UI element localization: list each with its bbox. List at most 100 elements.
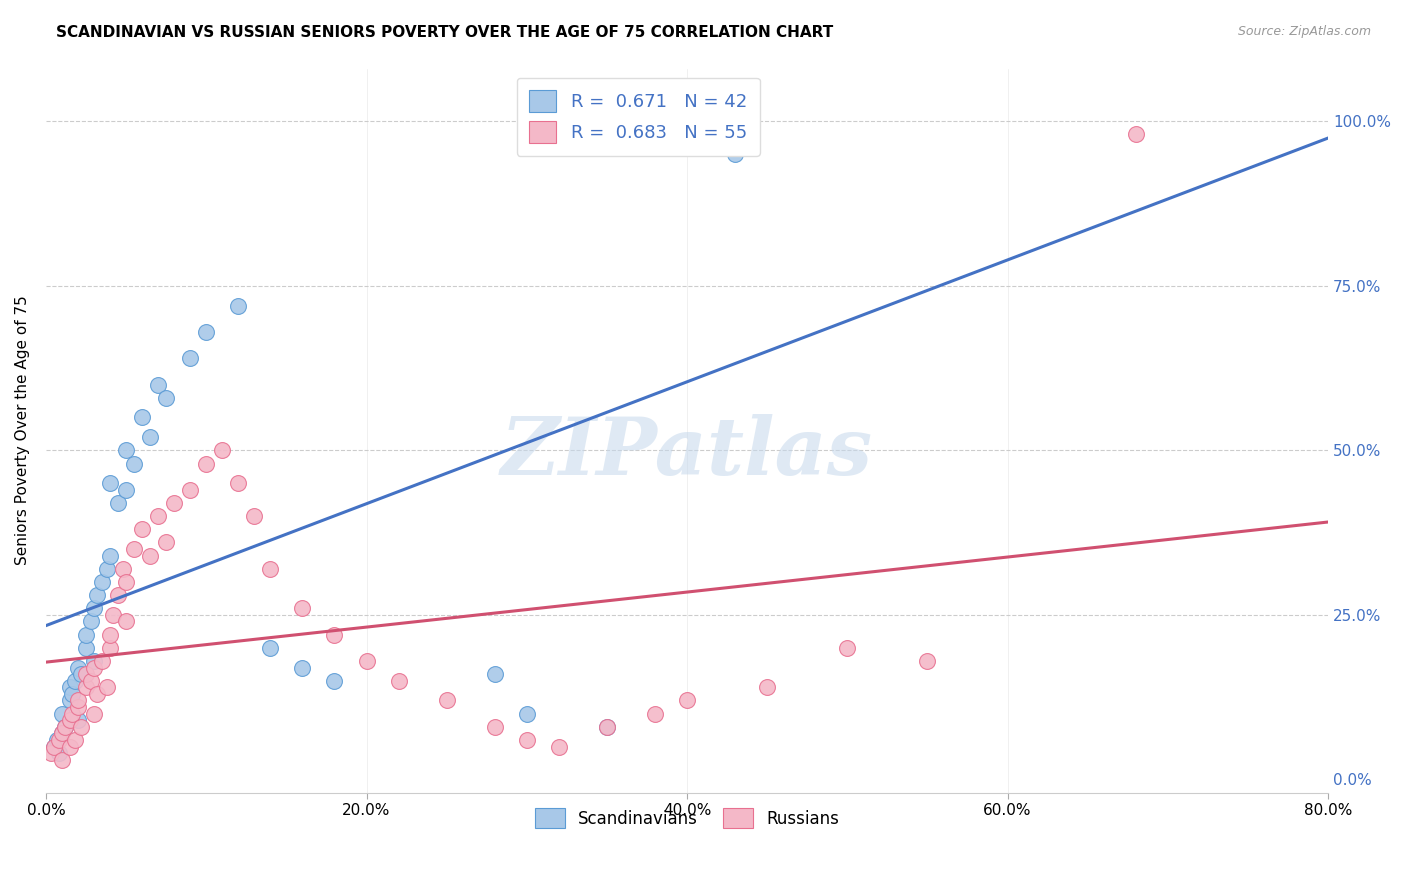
Point <box>131 522 153 536</box>
Point <box>51 726 73 740</box>
Point <box>259 562 281 576</box>
Point <box>756 681 779 695</box>
Point <box>436 693 458 707</box>
Point <box>75 640 97 655</box>
Point <box>195 325 218 339</box>
Point <box>139 549 162 563</box>
Point <box>66 700 89 714</box>
Point <box>484 667 506 681</box>
Point <box>63 733 86 747</box>
Point <box>59 713 82 727</box>
Point <box>211 443 233 458</box>
Legend: Scandinavians, Russians: Scandinavians, Russians <box>529 801 846 835</box>
Point <box>48 733 70 747</box>
Point <box>724 147 747 161</box>
Point <box>115 483 138 497</box>
Point <box>111 562 134 576</box>
Point <box>86 588 108 602</box>
Point <box>66 693 89 707</box>
Point <box>46 733 69 747</box>
Point <box>53 720 76 734</box>
Point <box>484 720 506 734</box>
Point <box>83 660 105 674</box>
Point <box>291 601 314 615</box>
Point <box>103 607 125 622</box>
Point <box>323 628 346 642</box>
Point <box>516 706 538 721</box>
Point <box>516 733 538 747</box>
Point <box>596 720 619 734</box>
Point <box>98 476 121 491</box>
Point <box>39 746 62 760</box>
Point <box>387 673 409 688</box>
Point <box>226 476 249 491</box>
Point <box>75 681 97 695</box>
Y-axis label: Seniors Poverty Over the Age of 75: Seniors Poverty Over the Age of 75 <box>15 296 30 566</box>
Point <box>80 615 103 629</box>
Point <box>195 457 218 471</box>
Point <box>115 615 138 629</box>
Point <box>98 628 121 642</box>
Point <box>98 549 121 563</box>
Point <box>83 654 105 668</box>
Text: Source: ZipAtlas.com: Source: ZipAtlas.com <box>1237 25 1371 38</box>
Point <box>91 574 114 589</box>
Point <box>131 410 153 425</box>
Point <box>60 687 83 701</box>
Point <box>155 535 177 549</box>
Point <box>107 588 129 602</box>
Text: SCANDINAVIAN VS RUSSIAN SENIORS POVERTY OVER THE AGE OF 75 CORRELATION CHART: SCANDINAVIAN VS RUSSIAN SENIORS POVERTY … <box>56 25 834 40</box>
Point <box>75 667 97 681</box>
Point <box>146 377 169 392</box>
Point <box>146 509 169 524</box>
Point <box>91 654 114 668</box>
Point <box>60 706 83 721</box>
Point <box>42 739 65 754</box>
Point <box>226 298 249 312</box>
Point <box>644 706 666 721</box>
Point <box>547 739 569 754</box>
Point <box>70 667 93 681</box>
Point <box>66 713 89 727</box>
Point <box>179 483 201 497</box>
Point <box>42 739 65 754</box>
Point <box>51 706 73 721</box>
Point <box>83 706 105 721</box>
Point <box>83 601 105 615</box>
Point <box>80 673 103 688</box>
Point <box>53 720 76 734</box>
Point <box>644 134 666 148</box>
Point <box>66 660 89 674</box>
Point <box>70 720 93 734</box>
Point <box>243 509 266 524</box>
Point <box>96 562 118 576</box>
Point <box>917 654 939 668</box>
Point <box>179 351 201 366</box>
Point <box>676 693 699 707</box>
Point <box>122 457 145 471</box>
Point <box>63 673 86 688</box>
Point <box>96 681 118 695</box>
Point <box>48 746 70 760</box>
Point <box>51 753 73 767</box>
Point <box>259 640 281 655</box>
Point <box>115 574 138 589</box>
Point <box>323 673 346 688</box>
Point <box>163 496 186 510</box>
Point <box>291 660 314 674</box>
Point <box>837 640 859 655</box>
Point <box>59 739 82 754</box>
Point <box>155 391 177 405</box>
Point <box>122 542 145 557</box>
Point <box>75 628 97 642</box>
Point <box>1125 128 1147 142</box>
Point <box>86 687 108 701</box>
Text: ZIPatlas: ZIPatlas <box>501 414 873 491</box>
Point <box>115 443 138 458</box>
Point <box>51 726 73 740</box>
Point <box>98 640 121 655</box>
Point <box>59 681 82 695</box>
Point <box>107 496 129 510</box>
Point <box>596 720 619 734</box>
Point <box>356 654 378 668</box>
